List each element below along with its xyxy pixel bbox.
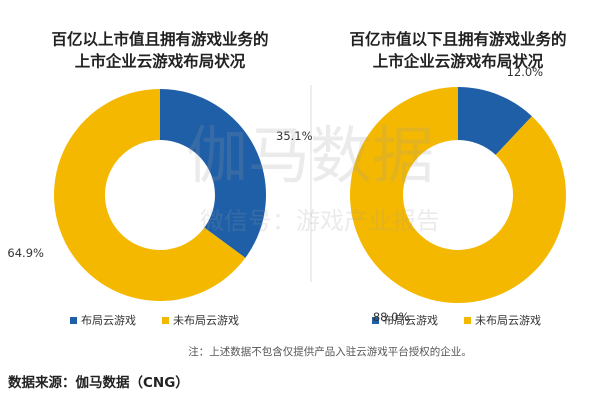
legend-label: 布局云游戏 bbox=[383, 314, 438, 327]
source: 数据来源：伽马数据（CNG） bbox=[8, 374, 189, 391]
donut-slice bbox=[53, 89, 246, 301]
chart-title: 百亿以上市值且拥有游戏业务的 bbox=[51, 30, 268, 49]
value-label: 12.0% bbox=[507, 65, 544, 79]
legend-label: 未布局云游戏 bbox=[475, 314, 541, 327]
legend-label: 未布局云游戏 bbox=[173, 314, 239, 327]
legend-swatch bbox=[162, 317, 169, 324]
legend-label: 布局云游戏 bbox=[81, 314, 136, 327]
legend-swatch bbox=[464, 317, 471, 324]
value-label: 64.9% bbox=[7, 246, 44, 260]
donut-slice bbox=[160, 89, 266, 258]
chart-title: 上市企业云游戏布局状况 bbox=[75, 52, 246, 71]
donut-slice bbox=[458, 87, 532, 155]
chart-title: 百亿市值以下且拥有游戏业务的 bbox=[349, 30, 566, 49]
legend-swatch bbox=[70, 317, 77, 324]
chart-title: 上市企业云游戏布局状况 bbox=[373, 52, 544, 71]
note: 注：上述数据不包含仅提供产品入驻云游戏平台授权的企业。 bbox=[188, 345, 472, 358]
legend-swatch bbox=[372, 317, 379, 324]
donut-slice bbox=[350, 87, 566, 303]
watermark: 伽马数据 bbox=[186, 119, 434, 192]
watermark: 微信号：游戏产业报告 bbox=[200, 207, 440, 235]
value-label: 88.0% bbox=[373, 310, 410, 324]
value-label: 35.1% bbox=[276, 129, 313, 143]
